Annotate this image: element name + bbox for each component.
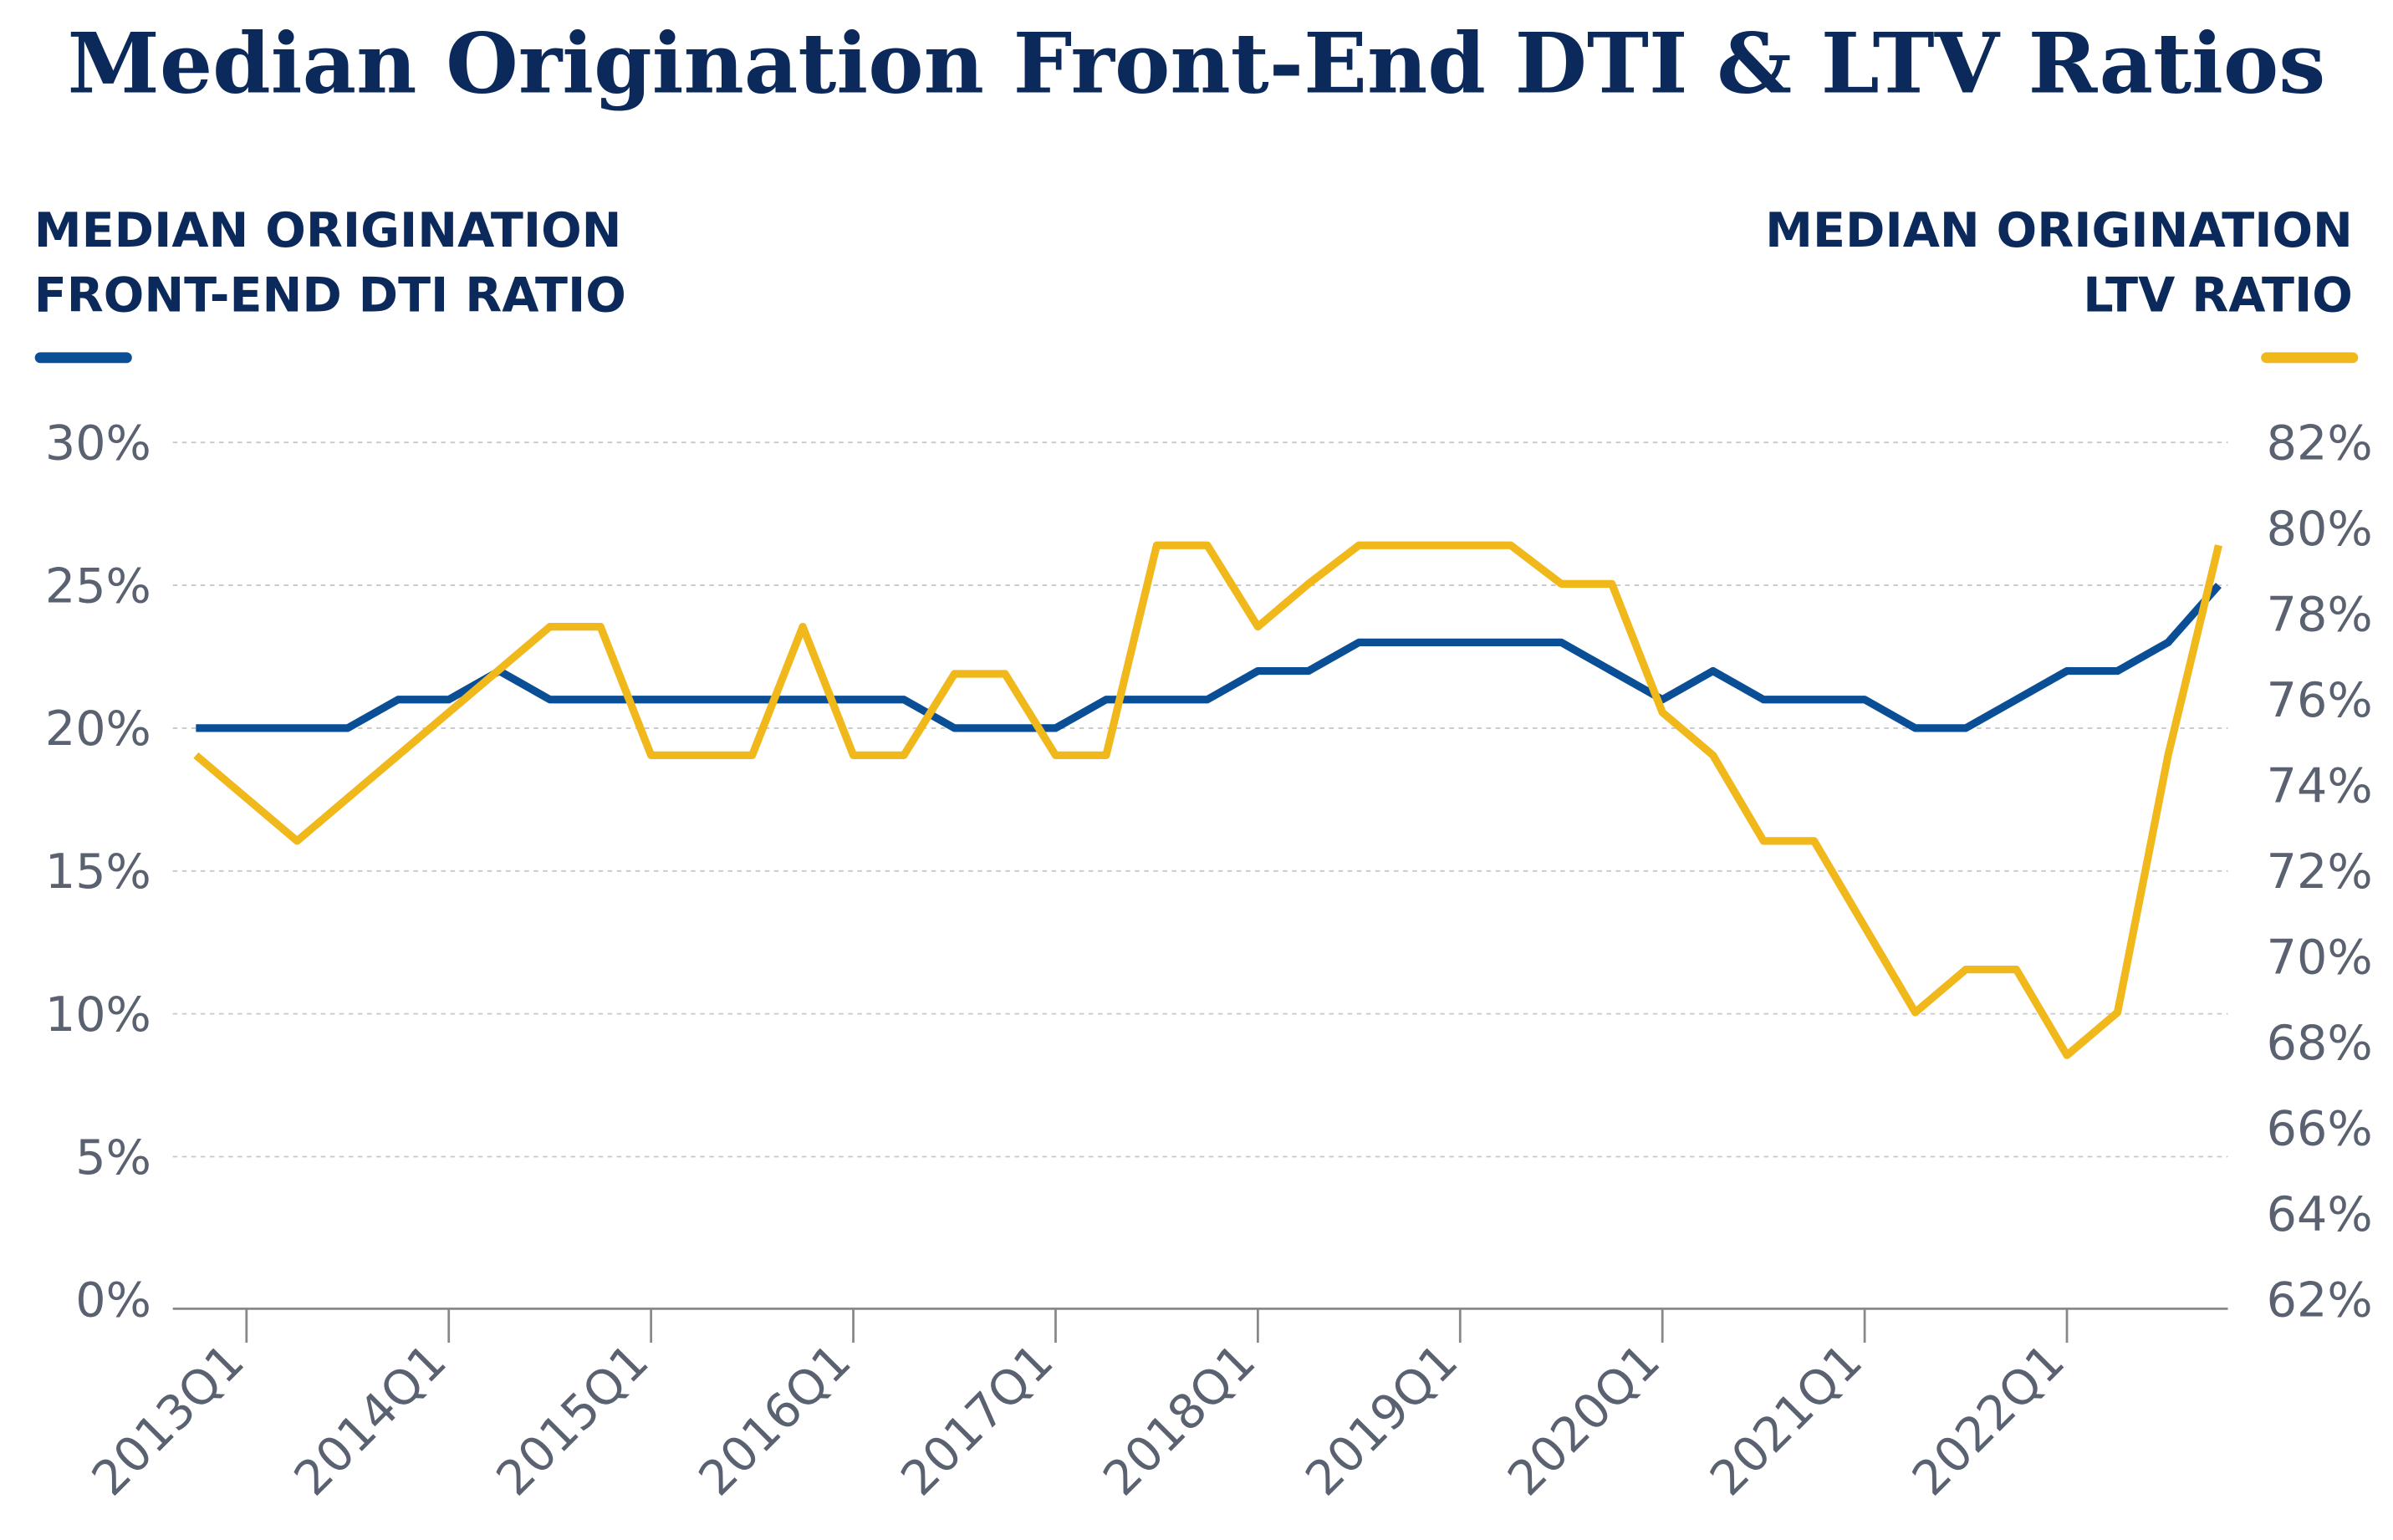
chart-title: Median Origination Front-End DTI & LTV R… [68, 16, 2326, 113]
x-tick-label: 2013Q1 [82, 1333, 255, 1507]
x-tick-label: 2014Q1 [284, 1333, 457, 1507]
y2-tick-label: 62% [2267, 1273, 2373, 1328]
y-tick-label: 15% [45, 844, 151, 900]
y2-tick-label: 78% [2267, 588, 2373, 643]
y2-tick-label: 74% [2267, 759, 2373, 814]
y-tick-label: 10% [45, 987, 151, 1043]
y2-tick-label: 64% [2267, 1187, 2373, 1242]
y-tick-label: 25% [45, 558, 151, 614]
y-axis-title: FRONT-END DTI RATIO [34, 268, 626, 323]
y2-tick-label: 76% [2267, 673, 2373, 728]
y2-tick-label: 66% [2267, 1102, 2373, 1157]
x-tick-label: 2021Q1 [1700, 1333, 1873, 1507]
y2-tick-label: 80% [2267, 502, 2373, 557]
y2-tick-label: 72% [2267, 844, 2373, 900]
y-tick-label: 0% [75, 1273, 151, 1328]
x-tick-label: 2015Q1 [487, 1333, 660, 1507]
y2-axis-title: MEDIAN ORIGINATION [1765, 203, 2353, 258]
x-tick-label: 2017Q1 [890, 1333, 1064, 1507]
y2-tick-label: 82% [2267, 416, 2373, 471]
line-series [196, 582, 2222, 732]
y2-axis-title: LTV RATIO [2083, 268, 2353, 323]
y2-tick-label: 68% [2267, 1016, 2373, 1071]
y2-tick-label: 70% [2267, 931, 2373, 986]
x-tick-label: 2016Q1 [688, 1333, 861, 1507]
x-tick-label: 2020Q1 [1498, 1333, 1671, 1507]
y-tick-label: 20% [45, 701, 151, 757]
x-tick-label: 2022Q1 [1902, 1333, 2075, 1507]
y-tick-label: 5% [75, 1130, 151, 1186]
y-tick-label: 30% [45, 416, 151, 471]
line-series [193, 541, 2222, 1059]
y-axis-title: MEDIAN ORIGINATION [34, 203, 622, 258]
x-tick-label: 2018Q1 [1093, 1333, 1266, 1507]
x-tick-label: 2019Q1 [1295, 1333, 1468, 1507]
